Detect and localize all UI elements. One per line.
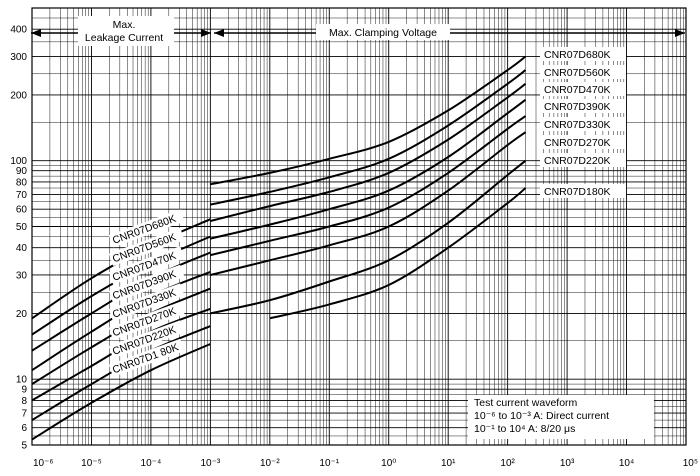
y-tick-label: 10 [16, 375, 28, 386]
y-tick-label: 200 [10, 90, 27, 101]
right-series-label: CNR07D560K [544, 67, 611, 79]
right-label-bg [540, 153, 626, 167]
waveform-line2: 10⁻⁶ to 10⁻³ A: Direct current [474, 410, 609, 422]
clamping-curve [210, 55, 527, 186]
waveform-note: Test current waveform 10⁻⁶ to 10⁻³ A: Di… [468, 395, 654, 439]
leakage-label-line2: Leakage Current [85, 32, 163, 44]
clamping-curve [210, 131, 527, 276]
y-tick-label: 300 [10, 52, 27, 63]
waveform-line1: Test current waveform [474, 397, 578, 409]
right-series-label: CNR07D180K [544, 186, 611, 198]
y-tick-label: 70 [16, 190, 28, 201]
y-tick-label: 90 [16, 166, 28, 177]
leakage-label-line1: Max. [113, 19, 136, 31]
x-tick-label: 10³ [560, 458, 575, 469]
x-tick-label: 10⁻¹ [319, 458, 339, 469]
left-label-bg [108, 246, 185, 285]
right-series-label: CNR07D330K [544, 119, 611, 131]
y-tick-label: 9 [21, 385, 27, 396]
clamping-curve [210, 69, 527, 206]
y-tick-label: 6 [21, 423, 27, 434]
y-tick-label: 8 [21, 396, 27, 407]
x-tick-label: 10⁻⁵ [81, 458, 102, 469]
x-tick-label: 10⁻² [260, 458, 280, 469]
y-tick-label: 40 [16, 243, 28, 254]
clamping-curve [210, 83, 527, 222]
right-label-bg [540, 47, 626, 61]
x-axis-ticks: 10⁻⁶ 10⁻⁵ 10⁻⁴ 10⁻³ 10⁻² 10⁻¹ 10⁰ 10¹ 10² 10³ 10⁴ 1… [33, 458, 698, 469]
right-label-bg [540, 117, 626, 131]
left-label-bg [108, 283, 185, 322]
y-tick-label: 5 [21, 441, 27, 452]
leakage-curve [31, 343, 211, 441]
right-label-bg [540, 135, 626, 149]
right-series-label: CNR07D470K [544, 84, 611, 96]
right-label-bg [540, 184, 626, 198]
x-tick-label: 10⁵ [683, 458, 698, 469]
left-label-bg [108, 264, 185, 304]
y-tick-label: 30 [16, 270, 28, 281]
right-series-label: CNR07D270K [544, 137, 611, 149]
x-tick-label: 10¹ [441, 458, 456, 469]
right-label-bg [540, 65, 626, 79]
series-labels-right: CNR07D680K CNR07D560K CNR07D470K CNR07D390K… [540, 47, 626, 198]
right-series-label: CNR07D220K [544, 155, 611, 167]
left-label-bg [108, 320, 185, 359]
right-label-bg [540, 99, 626, 113]
clamping-curve [210, 115, 527, 257]
x-tick-label: 10⁻³ [200, 458, 220, 469]
left-label-bg [108, 301, 185, 341]
clamping-curve [210, 159, 527, 315]
clamping-curve [210, 99, 527, 240]
x-tick-label: 10⁻⁶ [33, 458, 54, 469]
left-label-bg [108, 227, 185, 267]
y-tick-label: 60 [16, 205, 28, 216]
x-tick-label: 10⁴ [619, 458, 634, 469]
x-tick-label: 10⁻⁴ [141, 458, 162, 469]
left-label-bg [108, 209, 185, 248]
y-tick-label: 20 [16, 309, 28, 320]
clamping-label: Max. Clamping Voltage [329, 27, 437, 39]
y-tick-label: 80 [16, 177, 28, 188]
y-tick-label: 100 [10, 156, 27, 167]
left-label-bg [108, 338, 185, 378]
y-tick-label: 7 [21, 409, 27, 420]
x-tick-label: 10⁰ [381, 458, 396, 469]
y-tick-label: 400 [10, 25, 27, 36]
clamping-annotation: Max. Clamping Voltage [214, 24, 685, 40]
waveform-line3: 10⁻¹ to 10⁴ A: 8/20 μs [474, 423, 575, 435]
y-tick-label: 50 [16, 222, 28, 233]
clamping-curve [269, 187, 527, 320]
right-series-label: CNR07D390K [544, 101, 611, 113]
leakage-annotation: Max. Leakage Current [31, 16, 211, 46]
right-label-bg [540, 82, 626, 96]
right-series-label: CNR07D680K [544, 49, 611, 61]
x-tick-label: 10² [500, 458, 515, 469]
